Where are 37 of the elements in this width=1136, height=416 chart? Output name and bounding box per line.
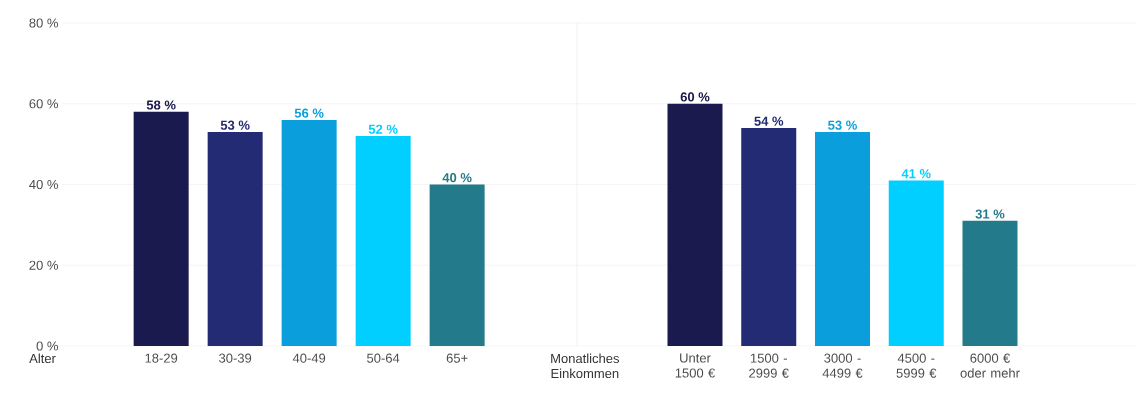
y-tick-label: 20 %	[29, 260, 58, 270]
y-tick-label: 60 %	[29, 99, 58, 109]
bar	[814, 132, 870, 346]
data-label: 53 %	[220, 120, 250, 130]
bar	[667, 103, 723, 346]
bar	[962, 220, 1018, 346]
x-tick-label: 3000 - 4499 €	[822, 353, 863, 378]
data-label: 41 %	[901, 169, 931, 179]
data-label: 52 %	[368, 124, 398, 134]
bar	[741, 127, 797, 346]
data-label: 54 %	[754, 116, 784, 126]
x-tick-label: 50-64	[367, 353, 400, 363]
x-tick-label: 65+	[446, 353, 468, 363]
x-tick-label: 1500 - 2999 €	[749, 353, 789, 378]
bar	[888, 180, 944, 346]
y-tick-label: 80 %	[29, 18, 58, 28]
data-label: 56 %	[294, 108, 324, 118]
bar	[207, 132, 263, 346]
data-label: 60 %	[680, 92, 710, 102]
y-tick-label: 0 %	[36, 341, 58, 351]
bar	[429, 184, 485, 346]
x-axis-title: Monatliches Einkommen	[551, 353, 620, 379]
x-axis-title: Alter	[29, 353, 56, 364]
x-tick-label: 4500 - 5999 €	[896, 353, 937, 378]
data-label: 53 %	[828, 120, 857, 130]
data-label: 31 %	[975, 209, 1005, 219]
data-label: 58 %	[146, 100, 176, 110]
x-tick-label: 18-29	[145, 353, 178, 363]
x-tick-label: 40-49	[292, 353, 326, 363]
y-tick-label: 40 %	[29, 179, 58, 190]
bar	[281, 119, 337, 346]
data-label: 40 %	[442, 173, 472, 183]
bar	[133, 111, 189, 346]
bar	[355, 136, 411, 346]
x-tick-label: 30-39	[219, 353, 252, 363]
x-tick-label: 6000 € oder mehr	[960, 353, 1020, 378]
x-tick-label: Unter 1500 €	[675, 353, 716, 378]
